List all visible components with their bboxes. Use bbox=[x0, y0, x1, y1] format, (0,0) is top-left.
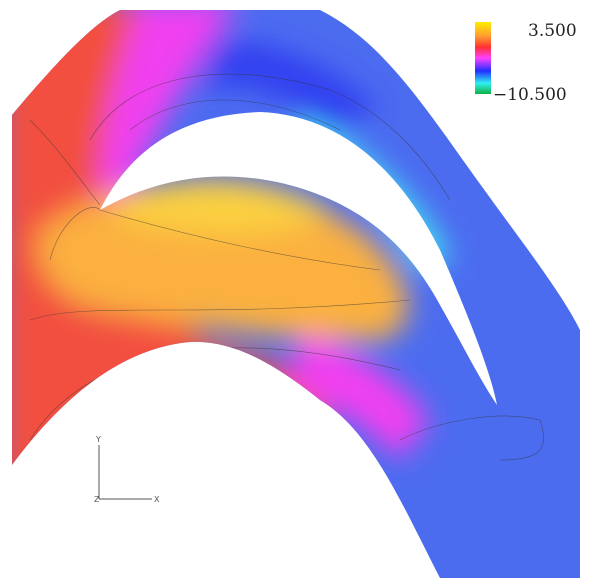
axes-triad bbox=[98, 445, 152, 500]
colorbar-min-label: −10.500 bbox=[493, 85, 567, 105]
colorbar-max-label: 3.500 bbox=[528, 21, 577, 41]
blade bbox=[100, 112, 497, 405]
colorbar bbox=[475, 22, 491, 94]
triad-x-label: X bbox=[154, 495, 160, 504]
triad-z-label: Z bbox=[94, 495, 100, 504]
triad-y-label: Y bbox=[95, 435, 101, 444]
